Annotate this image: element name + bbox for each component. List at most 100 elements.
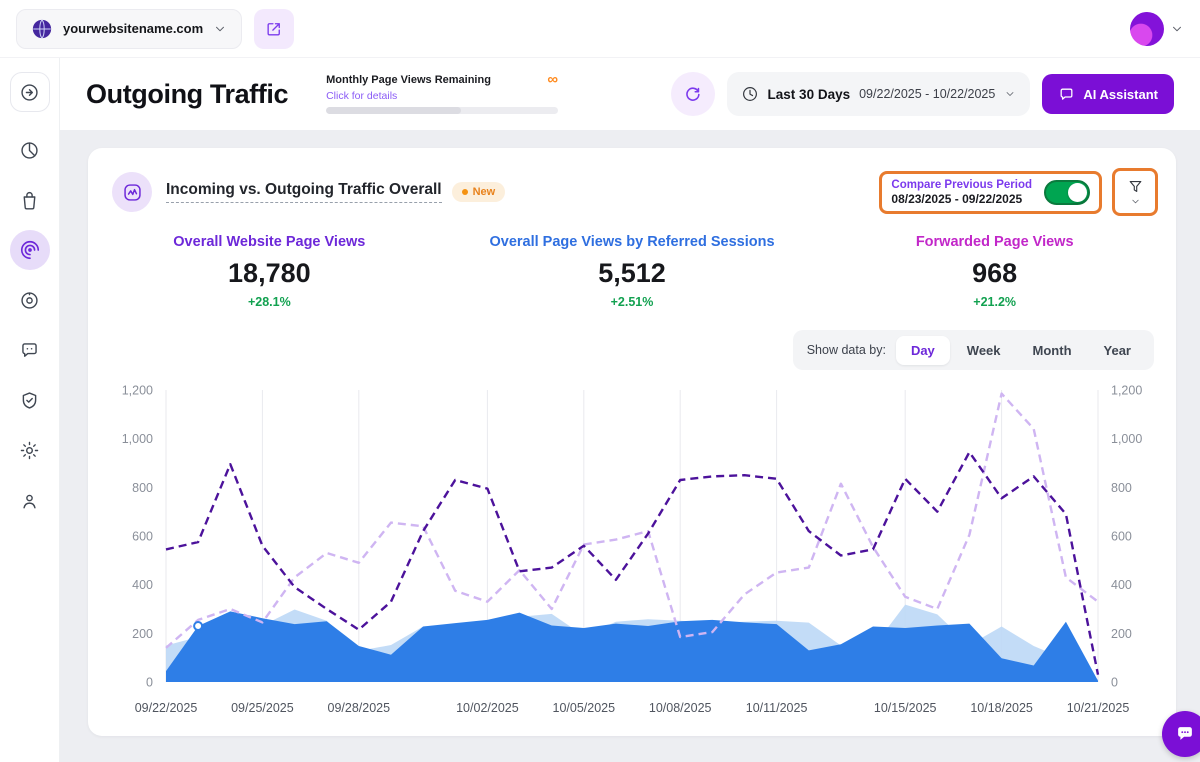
- svg-text:10/11/2025: 10/11/2025: [746, 701, 808, 715]
- page-title: Outgoing Traffic: [86, 79, 288, 110]
- chevron-down-icon: [213, 22, 227, 36]
- sidebar-item-capture[interactable]: [10, 280, 50, 320]
- sidebar: [0, 58, 60, 762]
- globe-icon: [31, 18, 53, 40]
- stat-label: Overall Website Page Views: [88, 234, 451, 250]
- svg-text:600: 600: [1111, 530, 1132, 544]
- activity-icon: [122, 182, 143, 203]
- chevron-down-icon: [1130, 196, 1141, 207]
- stat-value: 968: [813, 258, 1176, 289]
- chevron-down-icon: [1170, 22, 1184, 36]
- compare-range: 08/23/2025 - 09/22/2025: [891, 192, 1032, 206]
- sidebar-item-store[interactable]: [10, 180, 50, 220]
- avatar: [1130, 12, 1164, 46]
- stat-overall-page-views: Overall Website Page Views 18,780 +28.1%: [88, 234, 451, 309]
- card-header: Incoming vs. Outgoing Traffic Overall Ne…: [112, 168, 1158, 216]
- filter-icon: [1127, 178, 1144, 195]
- svg-text:10/02/2025: 10/02/2025: [456, 701, 519, 715]
- svg-text:800: 800: [132, 481, 153, 495]
- sidebar-item-traffic[interactable]: [10, 230, 50, 270]
- filter-button[interactable]: [1112, 168, 1158, 216]
- card-title: Incoming vs. Outgoing Traffic Overall: [166, 181, 442, 203]
- sidebar-item-audience[interactable]: [10, 480, 50, 520]
- svg-text:1,000: 1,000: [122, 432, 153, 446]
- shield-check-icon: [19, 390, 40, 411]
- compare-toggle[interactable]: [1044, 180, 1090, 205]
- stat-forwarded-page-views: Forwarded Page Views 968 +21.2%: [813, 234, 1176, 309]
- arrow-right-circle-icon: [19, 82, 40, 103]
- stat-label: Overall Page Views by Referred Sessions: [451, 234, 814, 250]
- stat-delta: +21.2%: [813, 295, 1176, 309]
- sidebar-item-security[interactable]: [10, 380, 50, 420]
- ai-assistant-label: AI Assistant: [1083, 87, 1158, 102]
- new-badge-label: New: [473, 186, 496, 198]
- chat-icon: [1058, 86, 1075, 103]
- quota-label: Monthly Page Views Remaining: [326, 74, 491, 86]
- svg-text:400: 400: [132, 578, 153, 592]
- sidebar-item-expand[interactable]: [10, 72, 50, 112]
- open-site-button[interactable]: [254, 9, 294, 49]
- svg-text:10/15/2025: 10/15/2025: [874, 701, 937, 715]
- date-range-picker[interactable]: Last 30 Days 09/22/2025 - 10/22/2025: [727, 72, 1031, 116]
- svg-text:10/08/2025: 10/08/2025: [649, 701, 712, 715]
- site-name: yourwebsitename.com: [63, 21, 203, 36]
- clock-icon: [741, 85, 759, 103]
- tab-year[interactable]: Year: [1089, 336, 1146, 365]
- refresh-button[interactable]: [671, 72, 715, 116]
- svg-text:10/21/2025: 10/21/2025: [1067, 701, 1130, 715]
- shopping-bag-icon: [19, 190, 40, 211]
- svg-text:09/25/2025: 09/25/2025: [231, 701, 294, 715]
- lens-icon: [19, 290, 40, 311]
- new-badge: New: [452, 182, 506, 202]
- pie-chart-icon: [19, 140, 40, 161]
- svg-text:0: 0: [1111, 676, 1118, 690]
- tab-month[interactable]: Month: [1018, 336, 1087, 365]
- date-range-value: 09/22/2025 - 10/22/2025: [859, 87, 995, 101]
- chat-icon: [1174, 723, 1196, 745]
- topbar: yourwebsitename.com: [0, 0, 1200, 58]
- activity-icon-badge: [112, 172, 152, 212]
- quota-details-link[interactable]: Click for details: [326, 90, 397, 102]
- refresh-icon: [683, 85, 702, 104]
- sidebar-item-dashboard[interactable]: [10, 130, 50, 170]
- badge-dot: [462, 189, 468, 195]
- external-link-icon: [265, 20, 283, 38]
- svg-text:800: 800: [1111, 481, 1132, 495]
- ai-assistant-button[interactable]: AI Assistant: [1042, 74, 1174, 114]
- date-range-label: Last 30 Days: [768, 87, 851, 102]
- tab-day[interactable]: Day: [896, 336, 950, 365]
- traffic-swirl-icon: [19, 239, 41, 261]
- chat-fab[interactable]: [1162, 711, 1200, 757]
- compare-label: Compare Previous Period: [891, 179, 1032, 191]
- chevron-down-icon: [1004, 88, 1016, 100]
- svg-text:0: 0: [146, 676, 153, 690]
- sidebar-item-chat[interactable]: [10, 330, 50, 370]
- site-selector[interactable]: yourwebsitename.com: [16, 9, 242, 49]
- sidebar-item-settings[interactable]: [10, 430, 50, 470]
- compare-previous-period: Compare Previous Period 08/23/2025 - 09/…: [879, 171, 1102, 214]
- quota-value: ∞: [547, 75, 558, 85]
- toggle-knob: [1068, 183, 1087, 202]
- svg-text:200: 200: [132, 627, 153, 641]
- stat-value: 18,780: [88, 258, 451, 289]
- svg-text:400: 400: [1111, 578, 1132, 592]
- stat-delta: +28.1%: [88, 295, 451, 309]
- tab-week[interactable]: Week: [952, 336, 1016, 365]
- quota-widget: Monthly Page Views Remaining ∞ Click for…: [326, 74, 558, 114]
- stat-delta: +2.51%: [451, 295, 814, 309]
- svg-text:1,200: 1,200: [1111, 384, 1142, 398]
- svg-text:10/18/2025: 10/18/2025: [970, 701, 1033, 715]
- svg-text:10/05/2025: 10/05/2025: [553, 701, 616, 715]
- stat-value: 5,512: [451, 258, 814, 289]
- svg-text:1,200: 1,200: [122, 384, 153, 398]
- user-menu[interactable]: [1130, 12, 1184, 46]
- stats-row: Overall Website Page Views 18,780 +28.1%…: [88, 234, 1176, 309]
- stat-referred-page-views: Overall Page Views by Referred Sessions …: [451, 234, 814, 309]
- person-pin-icon: [19, 490, 40, 511]
- show-data-by-control: Show data by: Day Week Month Year: [793, 330, 1154, 370]
- traffic-chart[interactable]: 09/22/2025 09/25/2025 09/28/2025 10/02/2025…: [88, 378, 1176, 726]
- svg-text:1,000: 1,000: [1111, 432, 1142, 446]
- svg-text:09/28/2025: 09/28/2025: [328, 701, 391, 715]
- svg-text:200: 200: [1111, 627, 1132, 641]
- svg-text:09/22/2025: 09/22/2025: [135, 701, 198, 715]
